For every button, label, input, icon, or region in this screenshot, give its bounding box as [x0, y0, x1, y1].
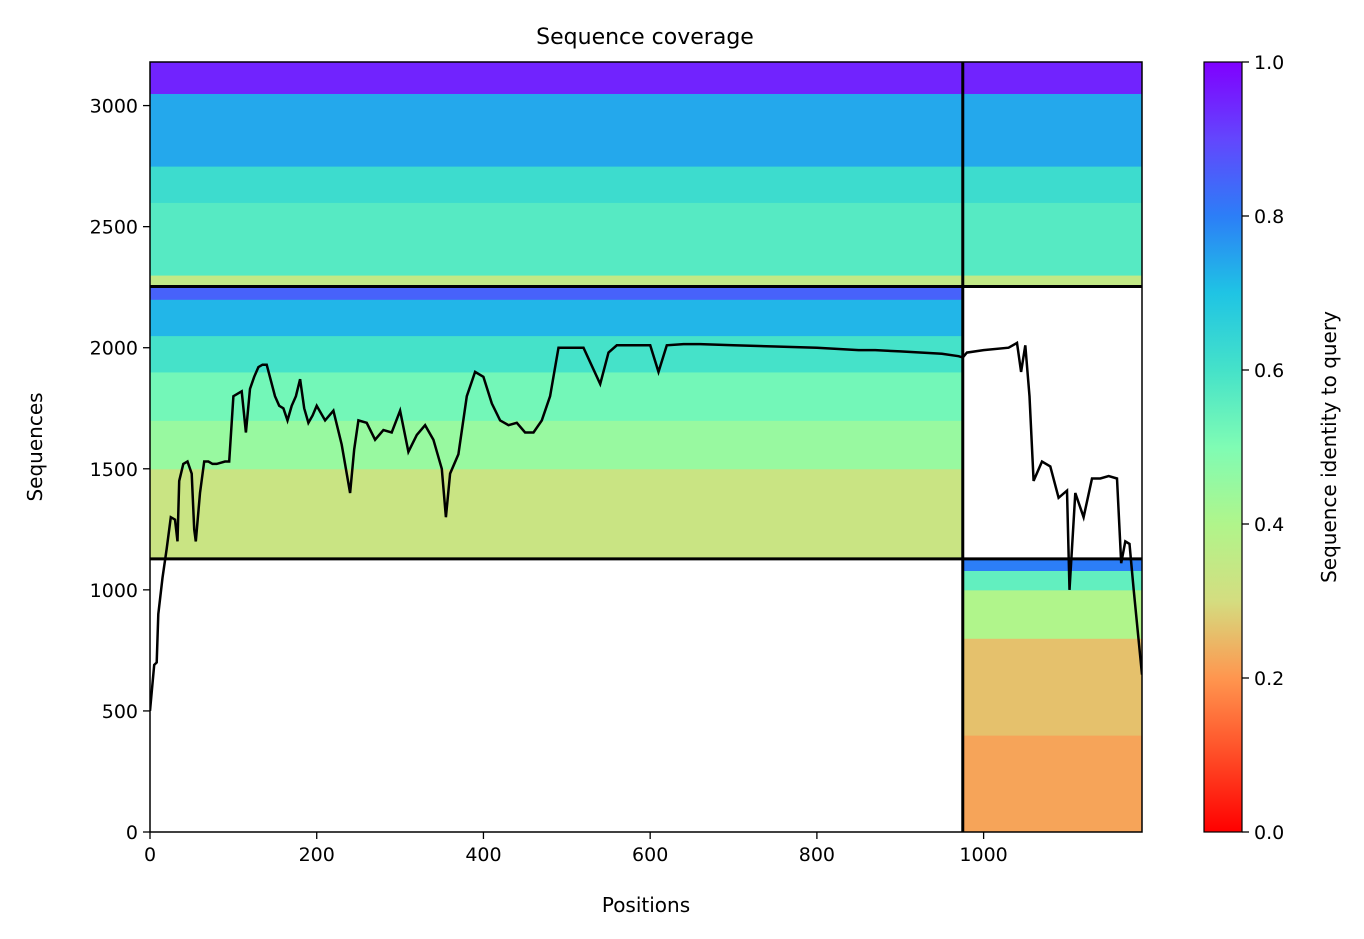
heatmap-band-domain-2-pair-0	[962, 735, 1142, 832]
colorbar-axis: 0.0 0.2 0.4 0.6 0.8 1.0	[1242, 52, 1284, 844]
x-tick-label-400: 400	[465, 844, 501, 866]
heatmap-band-domain-2-pair-3	[962, 570, 1142, 591]
y-tick-label-2000: 2000	[90, 338, 138, 360]
colorbar-tick-label-4: 0.8	[1254, 206, 1284, 228]
colorbar-tick-label-5: 1.0	[1254, 52, 1284, 74]
heatmap-band-domain-2-only-0	[962, 275, 1142, 287]
heatmap-band-domain-1-pair-1	[150, 420, 963, 470]
chart-title: Sequence coverage	[536, 25, 754, 50]
heatmap-band-domain-1-only-4	[150, 62, 963, 94]
heatmap-band-domain-1-only-1	[150, 202, 963, 276]
y-tick-label-500: 500	[102, 701, 138, 723]
heatmap-band-domain-2-only-2	[962, 166, 1142, 203]
heatmap-band-domain-2-only-1	[962, 202, 1142, 276]
y-tick-label-1000: 1000	[90, 580, 138, 602]
x-tick-label-800: 800	[799, 844, 835, 866]
heatmap-band-domain-1-pair-2	[150, 371, 963, 421]
coverage-line	[150, 340, 1142, 712]
heatmap-band-domain-2-only-3	[962, 93, 1142, 167]
heatmap-band-domain-1-only-2	[150, 166, 963, 203]
domain-boundaries	[150, 62, 1142, 832]
heatmap-band-domain-2-pair-1	[962, 638, 1142, 736]
colorbar-tick-label-3: 0.6	[1254, 360, 1284, 382]
x-axis-label: Positions	[602, 893, 690, 917]
heatmap-band-domain-1-only-0	[150, 275, 963, 287]
y-tick-label-2500: 2500	[90, 217, 138, 239]
heatmap-band-domain-2-pair-4	[962, 558, 1142, 571]
colorbar-tick-label-1: 0.2	[1254, 668, 1284, 690]
plot-frame	[149, 61, 1143, 833]
coverage-heatmap	[150, 62, 1142, 832]
x-axis: 0 200 400 600 800 1000	[144, 832, 1008, 866]
heatmap-band-domain-1-pair-4	[150, 299, 963, 337]
y-axis: 0 500 1000 1500 2000 2500 3000	[90, 96, 150, 844]
heatmap-band-domain-2-pair-2	[962, 589, 1142, 639]
heatmap-band-domain-1-only-3	[150, 93, 963, 167]
heatmap-band-domain-1-pair-5	[150, 286, 963, 300]
colorbar-tick-label-0: 0.0	[1254, 822, 1284, 844]
x-tick-label-200: 200	[299, 844, 335, 866]
y-tick-label-0: 0	[126, 822, 138, 844]
colorbar	[1203, 61, 1243, 833]
y-tick-label-1500: 1500	[90, 459, 138, 481]
x-tick-label-1000: 1000	[959, 844, 1007, 866]
x-tick-label-600: 600	[632, 844, 668, 866]
colorbar-tick-label-2: 0.4	[1254, 514, 1284, 536]
heatmap-band-domain-2-only-4	[962, 62, 1142, 94]
heatmap-band-domain-1-pair-0	[150, 468, 963, 560]
y-tick-label-3000: 3000	[90, 96, 138, 118]
x-tick-label-0: 0	[144, 844, 156, 866]
y-axis-label: Sequences	[23, 392, 47, 501]
colorbar-label: Sequence identity to query	[1317, 311, 1341, 583]
